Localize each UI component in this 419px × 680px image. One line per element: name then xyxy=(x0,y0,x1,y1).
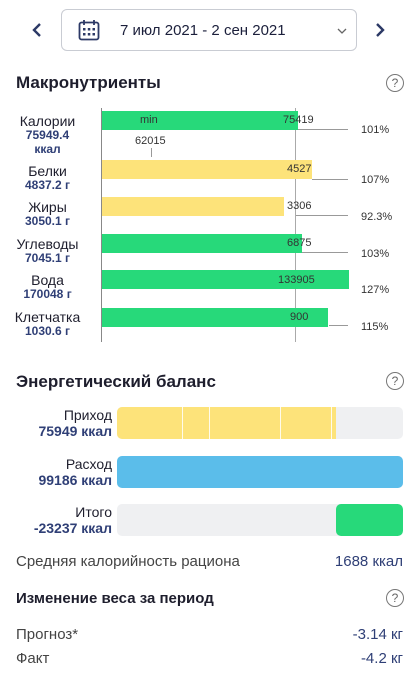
macro-name: Жиры xyxy=(28,199,67,215)
segment-divider xyxy=(209,407,210,439)
macro-pct-line xyxy=(329,325,348,326)
macro-pct-line xyxy=(298,129,348,130)
energy-expense-name: Расход xyxy=(65,456,112,472)
avg-calorie-value: 1688 ккал xyxy=(334,553,403,570)
forecast-value: -3.14 кг xyxy=(352,626,403,643)
weight-title: Изменение веса за период xyxy=(16,590,214,607)
macro-value: 1030.6 г xyxy=(24,324,71,338)
segment-divider xyxy=(331,407,332,439)
macros-axis xyxy=(101,108,102,342)
macro-bar-value: 6875 xyxy=(287,237,312,249)
macro-bar-water xyxy=(102,270,349,289)
macros-title: Макронутриенты xyxy=(16,73,161,92)
energy-total-label: Итого -23237 ккал xyxy=(0,504,112,536)
energy-expense-bar xyxy=(117,456,403,488)
macro-name: Вода xyxy=(31,272,64,288)
date-range-text: 7 июл 2021 - 2 сен 2021 xyxy=(120,22,286,39)
macro-bar-protein xyxy=(102,160,312,179)
macro-percent: 127% xyxy=(361,284,390,296)
energy-total-track xyxy=(117,504,403,536)
macro-bar-value: 3306 xyxy=(287,200,312,212)
macro-bar-fat xyxy=(102,197,284,216)
energy-title: Энергетический баланс xyxy=(16,372,216,391)
macro-bar-value: 4527 xyxy=(287,163,312,175)
macro-value: 7045.1 г xyxy=(24,251,71,265)
macro-min-label: min xyxy=(140,114,158,126)
macro-pct-line xyxy=(312,179,348,180)
macro-percent: 103% xyxy=(361,248,390,260)
macro-percent: 107% xyxy=(361,174,390,186)
energy-total-value: -23237 ккал xyxy=(33,520,112,536)
macro-label-protein: Белки 4837.2 г xyxy=(0,164,95,192)
macros-chart: Калории 75949.4 ккал min 75419 101% 6201… xyxy=(0,108,419,348)
energy-expense-label: Расход 99186 ккал xyxy=(0,456,112,488)
energy-income-name: Приход xyxy=(63,407,112,423)
macro-percent: 92.3% xyxy=(361,211,393,223)
macro-pct-line xyxy=(296,215,348,216)
macro-label-water: Вода 170048 г xyxy=(0,273,95,301)
macro-percent: 115% xyxy=(361,321,389,333)
next-period-button[interactable] xyxy=(368,18,392,42)
macro-bar-value: 133905 xyxy=(278,274,315,286)
energy-income-value: 75949 ккал xyxy=(38,423,112,439)
macro-min-value: 62015 xyxy=(135,135,166,147)
chevron-down-icon xyxy=(337,28,347,34)
macro-value: 75949.4 xyxy=(25,128,70,142)
forecast-label: Прогноз* xyxy=(16,626,79,643)
energy-total-name: Итого xyxy=(75,504,112,520)
macro-value: 4837.2 г xyxy=(24,178,71,192)
fact-value: -4.2 кг xyxy=(360,650,403,667)
macro-name: Белки xyxy=(28,163,67,179)
energy-income-label: Приход 75949 ккал xyxy=(0,407,112,439)
fact-label: Факт xyxy=(16,650,50,667)
macro-name: Калории xyxy=(19,113,76,129)
chevron-right-icon xyxy=(376,23,385,37)
macro-min-tick xyxy=(151,148,152,157)
macro-value: 3050.1 г xyxy=(24,214,71,228)
macro-value: 170048 г xyxy=(23,287,72,301)
macro-label-fat: Жиры 3050.1 г xyxy=(0,200,95,228)
macro-pct-line xyxy=(302,252,348,253)
calendar-icon xyxy=(78,20,100,41)
macros-help-icon[interactable]: ? xyxy=(386,74,404,92)
prev-period-button[interactable] xyxy=(25,18,49,42)
segment-divider xyxy=(280,407,281,439)
macro-percent: 101% xyxy=(361,124,390,136)
macro-label-fiber: Клетчатка 1030.6 г xyxy=(0,310,95,338)
macro-bar-carbs xyxy=(102,234,302,253)
macro-label-carbs: Углеводы 7045.1 г xyxy=(0,237,95,265)
macro-bar-fiber xyxy=(102,308,328,327)
energy-income-track xyxy=(117,407,403,439)
macro-name: Клетчатка xyxy=(14,309,81,325)
avg-calorie-label: Средняя калорийность рациона xyxy=(16,553,240,570)
macro-label-calories: Калории 75949.4 ккал xyxy=(0,114,95,156)
energy-expense-value: 99186 ккал xyxy=(38,472,112,488)
macro-bar-calories xyxy=(102,111,298,130)
segment-divider xyxy=(182,407,183,439)
energy-income-bar xyxy=(117,407,336,439)
macro-unit: ккал xyxy=(34,142,61,156)
macro-bar-value: 900 xyxy=(290,311,309,323)
energy-total-bar xyxy=(336,504,403,536)
date-range-picker[interactable]: 7 июл 2021 - 2 сен 2021 xyxy=(61,9,357,51)
chevron-left-icon xyxy=(32,23,41,37)
energy-help-icon[interactable]: ? xyxy=(386,372,404,390)
weight-help-icon[interactable]: ? xyxy=(386,589,404,607)
energy-expense-track xyxy=(117,456,403,488)
macros-norm-line xyxy=(295,108,296,342)
macro-name: Углеводы xyxy=(16,236,79,252)
macro-bar-value: 75419 xyxy=(283,114,314,126)
